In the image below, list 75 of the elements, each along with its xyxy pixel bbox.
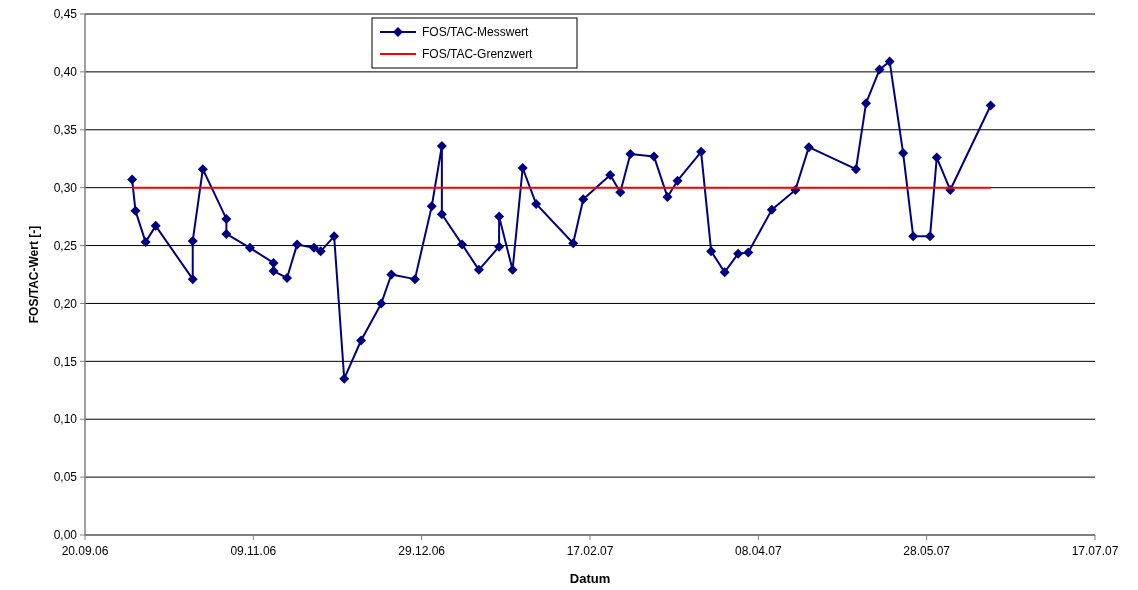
point — [130, 205, 141, 216]
point — [356, 335, 367, 346]
point — [696, 146, 707, 157]
x-axis-title: Datum — [569, 571, 611, 586]
point — [244, 242, 255, 253]
point — [268, 266, 279, 277]
y-tick-label: 0,35 — [53, 122, 78, 137]
point — [803, 142, 814, 153]
point — [376, 298, 387, 309]
point — [221, 228, 232, 239]
y-tick-label: 0,05 — [53, 470, 78, 485]
point — [150, 220, 161, 231]
point — [386, 269, 397, 280]
point — [931, 152, 942, 163]
point — [187, 235, 198, 246]
point — [531, 198, 542, 209]
point — [494, 211, 505, 222]
point — [409, 274, 420, 285]
y-tick-label: 0,20 — [53, 296, 78, 311]
y-tick-label: 0,30 — [53, 180, 78, 195]
x-tick-label: 17.07.07 — [1071, 544, 1119, 558]
point — [292, 239, 303, 250]
point — [221, 213, 232, 224]
point — [861, 98, 872, 109]
point — [850, 164, 861, 175]
point — [315, 246, 326, 257]
y-tick-label: 0,10 — [53, 412, 78, 427]
point — [127, 174, 138, 185]
legend-label: FOS/TAC-Messwert — [422, 25, 530, 40]
point — [884, 56, 895, 67]
point — [568, 238, 579, 249]
point — [706, 246, 717, 257]
point — [517, 162, 528, 173]
x-tick-label: 29.12.06 — [398, 544, 446, 558]
y-tick-label: 0,45 — [53, 7, 78, 22]
point — [925, 231, 936, 242]
point — [985, 100, 996, 111]
point — [733, 248, 744, 259]
y-tick-label: 0,40 — [53, 65, 78, 80]
x-tick-label: 20.09.06 — [61, 544, 109, 558]
x-tick-label: 08.04.07 — [734, 544, 783, 558]
point — [473, 264, 484, 275]
y-axis-title: FOS/TAC-Wert [-] — [27, 225, 41, 324]
point — [625, 149, 636, 160]
point — [672, 175, 683, 186]
point — [426, 201, 437, 212]
point — [329, 231, 340, 242]
point — [494, 241, 505, 252]
point — [898, 147, 909, 158]
point — [648, 151, 659, 162]
point — [282, 272, 292, 283]
point — [615, 187, 626, 198]
point — [605, 169, 616, 180]
point — [874, 64, 885, 75]
point — [187, 274, 198, 285]
point — [268, 257, 279, 268]
point — [908, 231, 919, 242]
point — [662, 191, 673, 202]
point — [436, 209, 447, 220]
point — [743, 247, 754, 258]
y-tick-label: 0,15 — [53, 354, 78, 369]
point — [140, 237, 151, 248]
point — [766, 204, 777, 215]
point — [578, 194, 589, 205]
y-tick-label: 0,00 — [53, 528, 78, 543]
x-tick-label: 09.11.06 — [230, 544, 277, 558]
point — [308, 242, 319, 253]
y-tick-label: 0,25 — [53, 238, 78, 253]
x-tick-label: 28.05.07 — [903, 544, 951, 558]
point — [197, 164, 208, 175]
point — [436, 140, 447, 151]
x-tick-label: 17.02.07 — [566, 544, 614, 558]
point — [719, 267, 730, 278]
point — [457, 239, 468, 250]
legend-label: FOS/TAC-Grenzwert — [422, 47, 534, 62]
